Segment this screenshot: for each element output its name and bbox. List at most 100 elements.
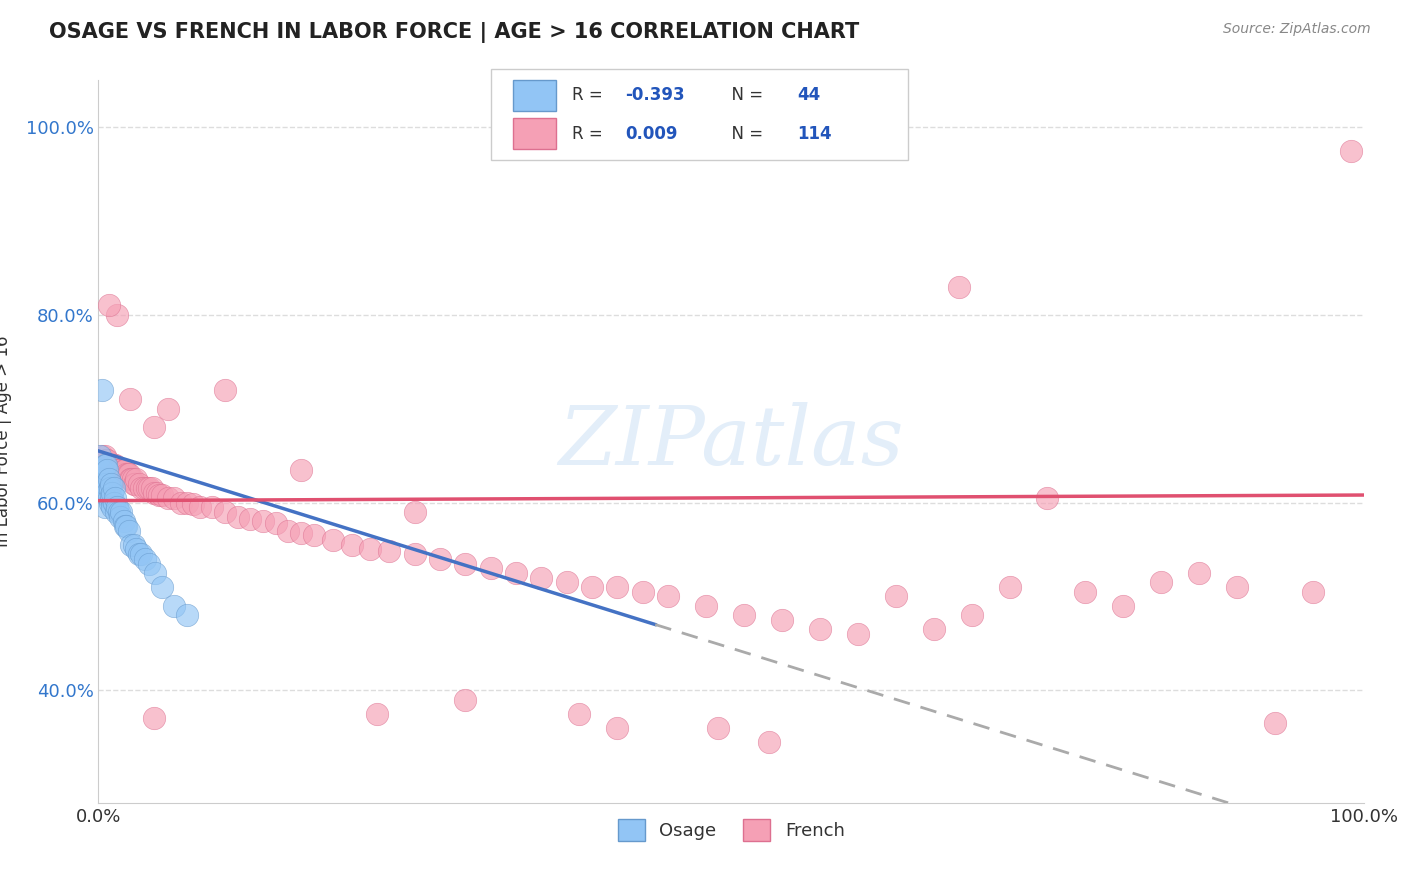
Point xyxy=(214,383,236,397)
Point xyxy=(138,557,160,571)
Point xyxy=(100,476,122,491)
Point xyxy=(302,528,325,542)
Point xyxy=(808,622,831,636)
Point xyxy=(120,392,141,407)
Point xyxy=(115,519,138,533)
Text: OSAGE VS FRENCH IN LABOR FORCE | AGE > 16 CORRELATION CHART: OSAGE VS FRENCH IN LABOR FORCE | AGE > 1… xyxy=(49,22,859,44)
Point xyxy=(101,467,124,482)
Point xyxy=(404,505,426,519)
Point xyxy=(1226,580,1249,594)
Point xyxy=(145,486,167,500)
Point xyxy=(120,538,142,552)
Point xyxy=(93,486,115,500)
Point xyxy=(94,458,117,472)
Point xyxy=(135,482,157,496)
Point xyxy=(101,486,124,500)
Point xyxy=(429,551,451,566)
Y-axis label: In Labor Force | Age > 16: In Labor Force | Age > 16 xyxy=(0,335,11,548)
Text: 0.009: 0.009 xyxy=(624,125,678,143)
Point xyxy=(290,525,312,540)
Point xyxy=(505,566,527,580)
Point xyxy=(226,509,249,524)
Point xyxy=(96,463,118,477)
Point xyxy=(93,476,117,491)
Point xyxy=(846,627,869,641)
Point xyxy=(239,512,262,526)
Text: R =: R = xyxy=(572,125,607,143)
Point xyxy=(150,488,173,502)
Point xyxy=(100,491,122,505)
Point xyxy=(107,463,129,477)
Point xyxy=(252,514,274,528)
Text: 44: 44 xyxy=(797,87,820,104)
Legend: Osage, French: Osage, French xyxy=(610,812,852,848)
Point xyxy=(360,542,382,557)
Point xyxy=(114,519,136,533)
Point xyxy=(960,608,983,623)
Point xyxy=(631,584,654,599)
Point xyxy=(89,449,111,463)
Text: N =: N = xyxy=(721,125,768,143)
Point xyxy=(948,279,970,293)
Point xyxy=(96,453,118,467)
Point xyxy=(707,721,730,735)
Point xyxy=(120,472,141,486)
Point xyxy=(93,463,117,477)
Point xyxy=(93,472,115,486)
FancyBboxPatch shape xyxy=(513,80,557,111)
Point xyxy=(922,622,945,636)
Point xyxy=(340,538,363,552)
Point xyxy=(131,482,153,496)
Point xyxy=(176,495,198,509)
Point xyxy=(1302,584,1324,599)
Point xyxy=(1074,584,1097,599)
Point xyxy=(117,467,139,482)
Point xyxy=(107,505,129,519)
Point xyxy=(103,458,125,472)
Point xyxy=(606,580,628,594)
Point xyxy=(404,547,426,561)
Point xyxy=(94,476,117,491)
Point xyxy=(91,463,114,477)
Point xyxy=(1112,599,1135,613)
Point xyxy=(91,458,114,472)
Point xyxy=(188,500,211,515)
Point xyxy=(145,566,166,580)
Point xyxy=(157,491,180,505)
Point xyxy=(118,467,141,482)
Point xyxy=(89,467,111,482)
Point xyxy=(93,458,117,472)
Point xyxy=(104,458,127,472)
Point xyxy=(366,706,388,721)
Point xyxy=(103,463,125,477)
Point xyxy=(148,488,170,502)
Point xyxy=(128,476,150,491)
Point xyxy=(770,613,793,627)
Point xyxy=(103,482,125,496)
Point xyxy=(97,472,120,486)
Text: 114: 114 xyxy=(797,125,831,143)
Point xyxy=(93,463,115,477)
Point xyxy=(998,580,1021,594)
Point xyxy=(103,495,125,509)
Point xyxy=(97,463,120,477)
Point xyxy=(111,467,134,482)
Point xyxy=(120,472,142,486)
Point xyxy=(121,472,143,486)
Point xyxy=(97,458,120,472)
Point xyxy=(125,542,148,557)
Point xyxy=(1264,716,1286,731)
Point xyxy=(183,497,205,511)
Point xyxy=(568,706,591,721)
Point xyxy=(176,608,198,623)
Point xyxy=(1188,566,1211,580)
Point xyxy=(378,544,401,558)
Point xyxy=(454,692,477,706)
Point xyxy=(112,514,135,528)
Point xyxy=(132,482,155,496)
Point xyxy=(277,524,299,538)
Point xyxy=(110,505,132,519)
Point xyxy=(115,467,138,482)
Point xyxy=(125,472,148,486)
Point xyxy=(107,308,129,322)
